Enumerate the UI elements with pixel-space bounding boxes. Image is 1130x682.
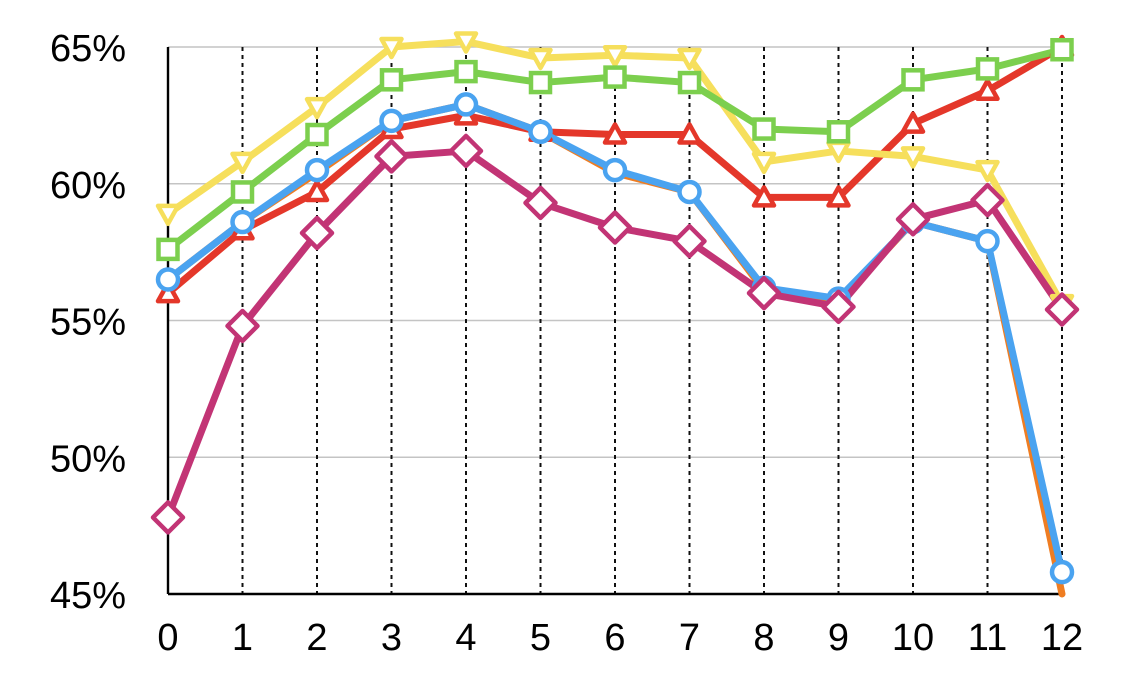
square-marker [677,70,702,95]
triangle-marker [602,122,628,145]
square-marker [379,68,404,92]
circle-marker [528,119,553,145]
x-tick-labels: 0 1 2 3 4 5 6 7 8 9 10 11 12 [157,617,1083,659]
diamond-marker [523,185,558,221]
square-marker [1050,37,1074,62]
square-marker [603,65,627,89]
circle-marker [155,267,181,292]
triangle-down-marker [304,96,330,120]
y-tick-labels: 45% 50% 55% 60% 65% [50,28,126,617]
square-marker [752,117,776,141]
x-tick-label: 0 [157,617,178,659]
triangle-marker [900,111,926,134]
square-marker [454,59,478,84]
x-tick-label: 3 [381,617,402,659]
diamond-marker [597,210,633,245]
diamond-marker [746,275,782,311]
diamond-marker [672,223,707,259]
square-marker [901,68,925,92]
x-tick-label: 2 [306,617,327,659]
diamond-marker [895,202,931,237]
circle-marker [230,209,255,235]
triangle-down-marker [453,31,479,54]
square-marker [305,122,329,147]
triangle-down-marker [826,140,851,164]
square-marker [528,70,553,95]
x-tick-label: 6 [604,617,625,659]
diamond-marker [448,133,484,169]
x-tick-label: 10 [892,617,934,659]
triangle-down-marker [528,47,553,71]
circle-marker [379,108,404,134]
x-tick-label: 9 [828,617,849,659]
triangle-down-marker [379,36,404,60]
triangle-marker [304,179,330,203]
triangle-marker [751,185,777,208]
diamond-marker [1044,292,1080,327]
circle-marker [602,157,628,183]
diamond-marker [150,500,186,535]
triangle-down-marker [602,44,628,68]
triangle-marker [975,78,1000,102]
triangle-down-marker [900,146,926,169]
circle-marker [677,179,702,205]
series-line [164,147,1066,521]
circle-marker [304,157,330,183]
square-marker [156,237,180,262]
x-tick-label: 7 [679,617,700,659]
triangle-marker [155,280,181,304]
y-tick-label: 55% [50,302,126,344]
y-tick-label: 65% [50,28,126,70]
triangle-marker [677,122,702,145]
square-marker [230,180,255,204]
diamond-marker [970,182,1005,218]
square-marker [826,120,851,144]
y-tick-label: 50% [50,438,126,480]
x-tick-label: 5 [530,617,551,659]
y-tick-label: 60% [50,165,126,207]
x-tick-label: 8 [753,617,774,659]
circle-marker [1049,559,1075,585]
triangle-down-marker [751,151,777,175]
x-tick-label: 4 [455,617,476,659]
triangle-down-marker [155,203,181,227]
triangle-down-marker [677,47,702,71]
diamond-marker [299,215,335,251]
diamond-marker [374,139,409,174]
x-tick-label: 1 [232,617,253,659]
diamond-marker [821,289,856,325]
triangle-marker [826,185,851,208]
x-tick-label: 11 [968,617,1007,659]
diamond-marker [225,308,260,344]
triangle-down-marker [230,151,255,175]
circle-marker [975,228,1000,254]
square-marker [975,57,1000,81]
series-markers [150,31,1080,585]
triangle-down-marker [975,159,1000,183]
circle-marker [453,92,479,117]
x-tick-label: 12 [1041,617,1083,659]
y-tick-label: 45% [50,575,126,617]
